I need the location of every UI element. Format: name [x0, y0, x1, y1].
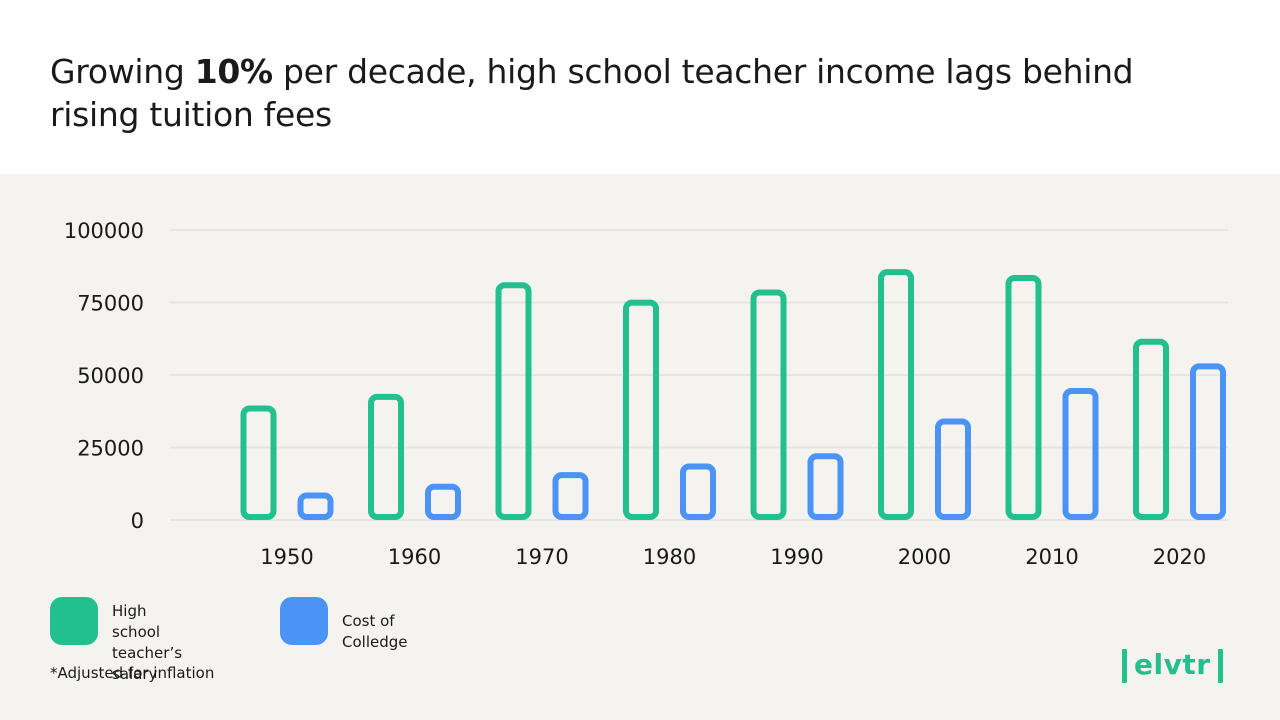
- teacher-salary-bar: [878, 269, 914, 521]
- teacher-salary-bar: [368, 393, 404, 521]
- teacher-salary-bar: [240, 405, 277, 520]
- chart-title: Growing 10% per decade, high school teac…: [50, 50, 1170, 136]
- logo-text: elvtr: [1134, 647, 1211, 681]
- college-cost-bar: [552, 472, 589, 520]
- x-tick-label: 2000: [898, 545, 951, 569]
- y-tick-label: 0: [131, 509, 144, 533]
- college-cost-bar: [807, 453, 844, 520]
- college-cost-bar: [680, 463, 716, 521]
- teacher-salary-bar: [750, 289, 787, 520]
- footnote: *Adjusted for inflation: [50, 664, 215, 682]
- legend-teacher-label: High school teacher’s salary: [112, 601, 182, 685]
- y-tick-label: 75000: [77, 292, 144, 316]
- college-cost-bar: [425, 483, 461, 520]
- college-cost-bar: [935, 418, 971, 520]
- college-cost-bar: [1062, 388, 1099, 520]
- y-tick-label: 100000: [64, 219, 144, 243]
- college-cost-bar: [297, 492, 334, 521]
- teacher-salary-bar: [1133, 338, 1169, 520]
- y-tick-label: 50000: [77, 364, 144, 388]
- x-tick-label: 2020: [1153, 545, 1206, 569]
- legend-college-label: Cost of Colledge: [342, 612, 408, 651]
- legend-teacher-label-line2: teacher’s salary: [112, 644, 183, 683]
- logo-bar-left: [1122, 649, 1127, 683]
- bar-chart: 100000 75000 50000 25000 0 1950 1960 1970 1980 19…: [64, 219, 1228, 569]
- logo-bar-right: [1217, 649, 1223, 683]
- legend-teacher-label-line1: High school: [112, 602, 161, 641]
- y-tick-label: 25000: [77, 437, 144, 461]
- college-cost-bar: [1190, 363, 1226, 520]
- x-tick-label: 2010: [1025, 545, 1078, 569]
- header: Growing 10% per decade, high school teac…: [0, 0, 1280, 174]
- x-tick-label: 1960: [388, 545, 441, 569]
- legend-teacher-swatch: [50, 597, 98, 645]
- teacher-salary-bar: [1005, 274, 1042, 520]
- teacher-salary-bar: [623, 299, 659, 520]
- legend-college-swatch: [280, 597, 328, 645]
- title-highlight: 10%: [194, 52, 273, 91]
- elvtr-logo: elvtr: [1122, 648, 1223, 684]
- x-tick-label: 1970: [515, 545, 568, 569]
- teacher-salary-bar: [495, 282, 532, 520]
- title-text-end: per decade, high school teacher income l…: [50, 52, 1134, 134]
- title-text-start: Growing: [50, 52, 195, 91]
- x-tick-label: 1980: [643, 545, 696, 569]
- x-tick-label: 1990: [770, 545, 823, 569]
- x-tick-label: 1950: [260, 545, 313, 569]
